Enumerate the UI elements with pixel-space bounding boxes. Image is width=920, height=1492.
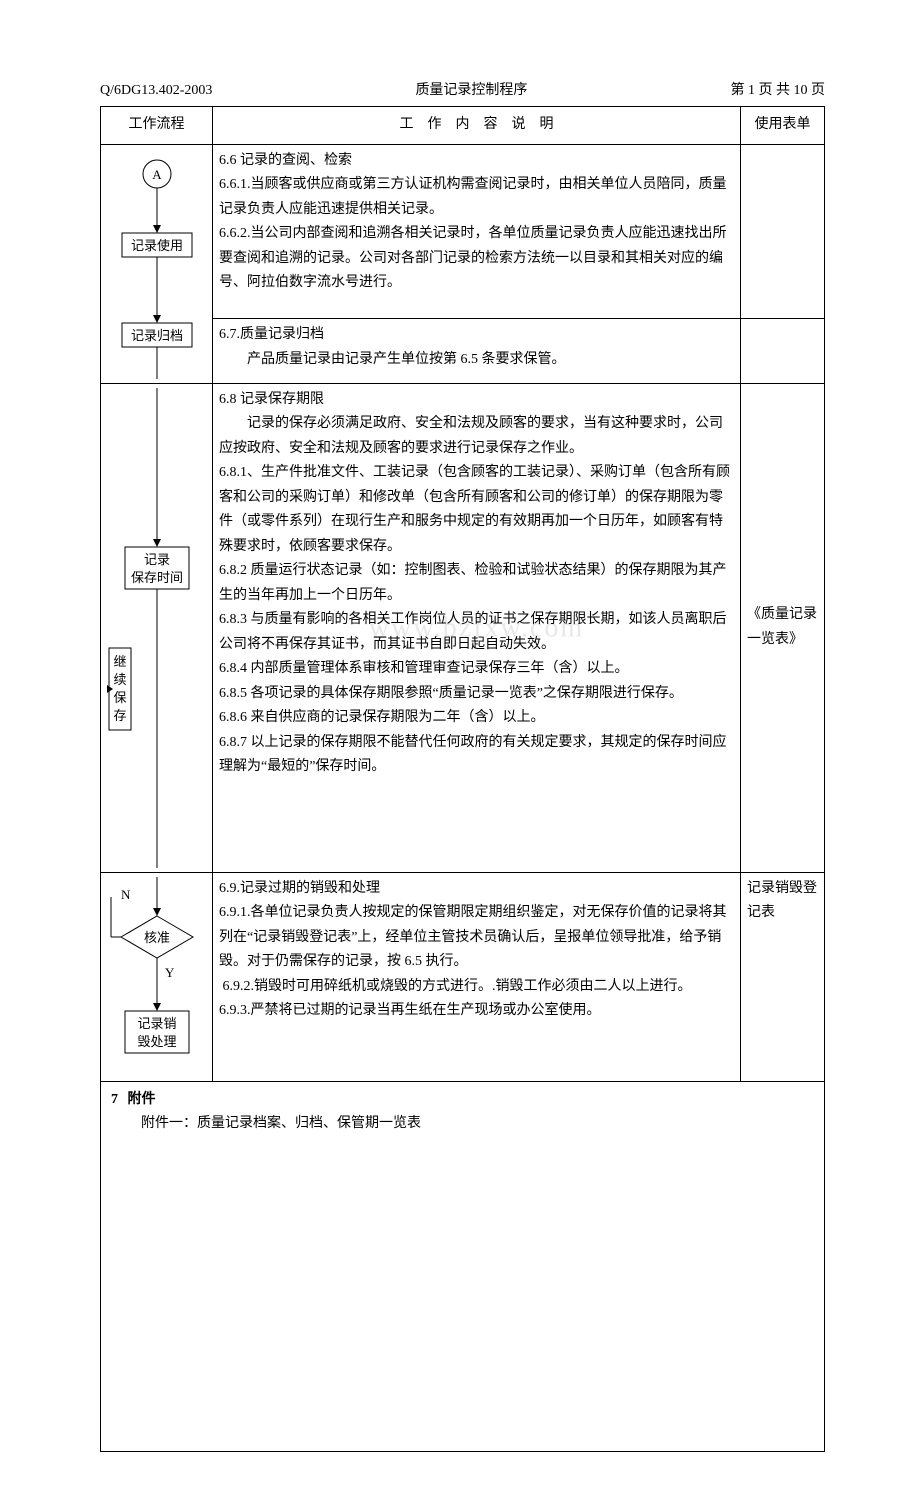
table-header-row: 工作流程 工 作 内 容 说 明 使用表单	[101, 107, 825, 145]
svg-text:毁处理: 毁处理	[137, 1034, 176, 1049]
appendix-cell: 7 附件 附件一：质量记录档案、归档、保管期一览表	[101, 1081, 825, 1451]
table-row: 记录 保存时间 继 续 保 存 www.bzfxw.com 6.8 记录保存期限…	[101, 383, 825, 872]
appendix-line1: 附件一：质量记录档案、归档、保管期一览表	[141, 1112, 814, 1137]
content-6-7: 6.7.质量记录归档 产品质量记录由记录产生单位按第 6.5 条要求保管。	[213, 319, 741, 384]
appendix-title: 附件	[128, 1088, 156, 1113]
svg-text:A: A	[152, 167, 162, 182]
content-6-8: www.bzfxw.com 6.8 记录保存期限 记录的保存必须满足政府、安全和…	[213, 383, 741, 872]
text-6-6: 6.6 记录的查阅、检索 6.6.1.当顾客或供应商或第三方认证机构需查阅记录时…	[219, 149, 734, 296]
th-content: 工 作 内 容 说 明	[213, 107, 741, 145]
appendix-heading: 7 附件	[111, 1088, 814, 1113]
form-6-9: 记录销毁登记表	[741, 872, 825, 1081]
table-row: A 记录使用 记录归档 6.6 记录的查阅、检索 6.6.1.当顾客或供应商或第…	[101, 144, 825, 318]
svg-text:记录归档: 记录归档	[131, 328, 183, 343]
th-form: 使用表单	[741, 107, 825, 145]
doc-number: Q/6DG13.402-2003	[100, 80, 212, 102]
svg-text:保: 保	[113, 690, 126, 705]
svg-text:记录使用: 记录使用	[131, 238, 183, 253]
table-row: 核准 N Y 记录销 毁处理 6.9.记录过期的销毁和处理 6.9.1.各单位记…	[101, 872, 825, 1081]
flowchart-segment-3: 核准 N Y 记录销 毁处理	[107, 877, 207, 1077]
svg-text:存: 存	[113, 708, 126, 723]
flow-cell-3: 核准 N Y 记录销 毁处理	[101, 872, 213, 1081]
procedure-table: 工作流程 工 作 内 容 说 明 使用表单 A 记录使用 记录归档 6.6 记录…	[100, 106, 825, 1452]
appendix-row: 7 附件 附件一：质量记录档案、归档、保管期一览表	[101, 1081, 825, 1451]
form-6-7	[741, 319, 825, 384]
text-6-7: 6.7.质量记录归档 产品质量记录由记录产生单位按第 6.5 条要求保管。	[219, 323, 734, 372]
doc-title: 质量记录控制程序	[212, 80, 730, 102]
form-6-8: 《质量记录一览表》	[741, 383, 825, 872]
flowchart-segment-2: 记录 保存时间 继 续 保 存	[107, 388, 207, 868]
svg-text:N: N	[121, 887, 131, 902]
page-header: Q/6DG13.402-2003 质量记录控制程序 第 1 页 共 10 页	[100, 80, 825, 102]
th-flow: 工作流程	[101, 107, 213, 145]
content-6-9: 6.9.记录过期的销毁和处理 6.9.1.各单位记录负责人按规定的保管期限定期组…	[213, 872, 741, 1081]
text-6-8: 6.8 记录保存期限 记录的保存必须满足政府、安全和法规及顾客的要求，当有这种要…	[219, 388, 734, 780]
appendix-num: 7	[111, 1092, 118, 1107]
svg-text:Y: Y	[165, 965, 175, 980]
flow-cell-2: 记录 保存时间 继 续 保 存	[101, 383, 213, 872]
svg-text:保存时间: 保存时间	[131, 570, 183, 585]
svg-text:记录销: 记录销	[137, 1016, 176, 1031]
svg-text:记录: 记录	[144, 552, 170, 567]
flowchart-segment-1: A 记录使用 记录归档	[107, 149, 207, 379]
text-6-9: 6.9.记录过期的销毁和处理 6.9.1.各单位记录负责人按规定的保管期限定期组…	[219, 877, 734, 1024]
svg-text:继: 继	[113, 654, 126, 669]
svg-text:续: 续	[113, 672, 126, 687]
page-info: 第 1 页 共 10 页	[731, 80, 826, 102]
form-6-6	[741, 144, 825, 318]
svg-text:核准: 核准	[144, 930, 170, 945]
content-6-6: 6.6 记录的查阅、检索 6.6.1.当顾客或供应商或第三方认证机构需查阅记录时…	[213, 144, 741, 318]
flow-cell-1: A 记录使用 记录归档	[101, 144, 213, 383]
